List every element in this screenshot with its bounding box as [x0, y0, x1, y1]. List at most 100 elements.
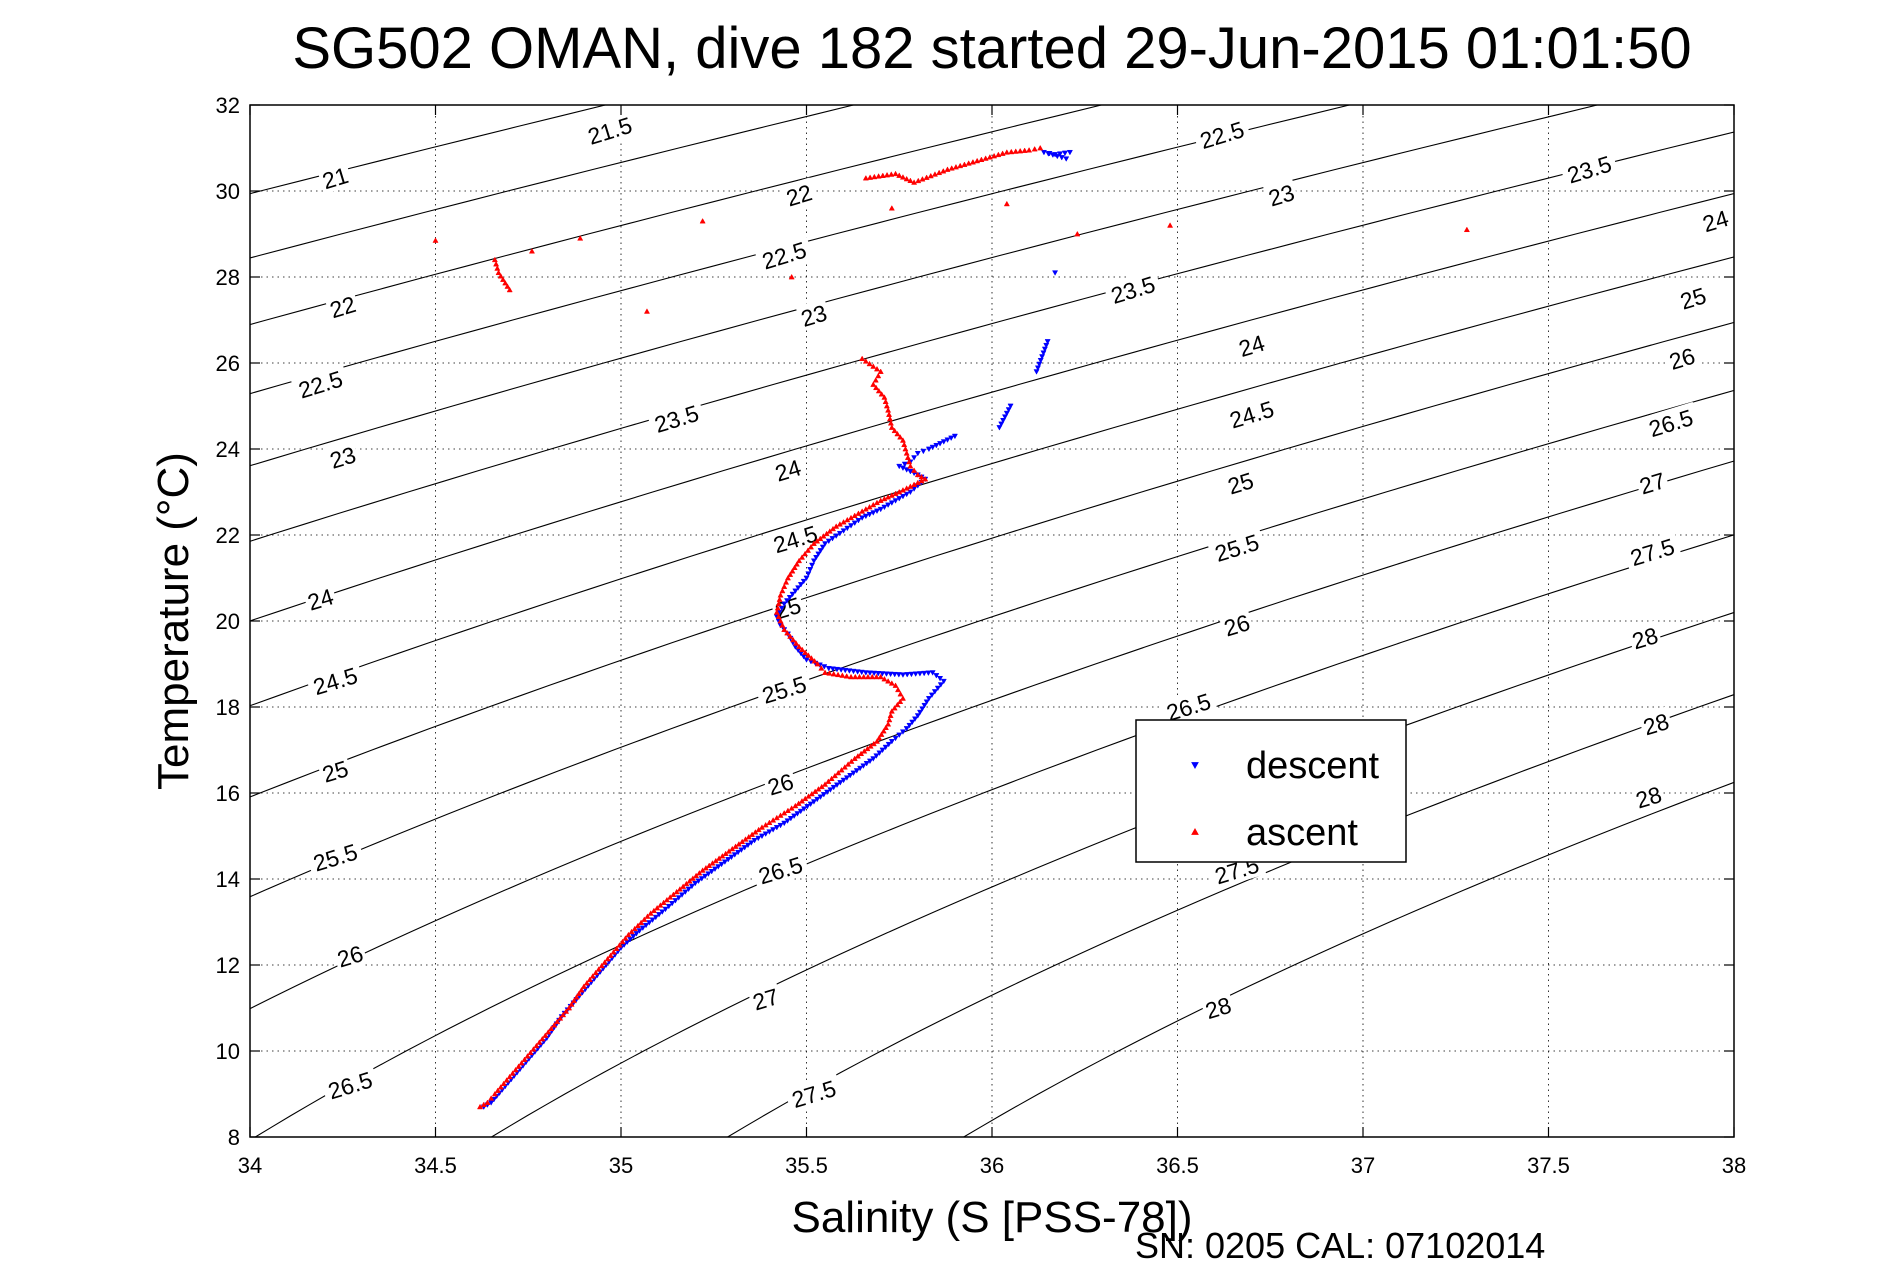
ascent-point: [858, 750, 865, 757]
isopycnal-line: [250, 389, 1734, 898]
ascent-point: [673, 888, 680, 895]
isopycnal-label: 23: [1262, 177, 1300, 211]
ascent-point: [1026, 147, 1033, 153]
x-axis: 34 34.5 35 35.5 36 36.5 37 37.5 38: [238, 105, 1746, 1178]
descent-point: [1061, 150, 1068, 157]
ascent-point: [969, 159, 976, 165]
x-axis-label: Salinity (S [PSS-78]): [791, 1193, 1192, 1242]
ascent-point: [752, 829, 759, 835]
descent-point: [911, 716, 919, 722]
ascent-point: [907, 483, 914, 489]
ascent-point: [961, 161, 968, 167]
ascent-point: [864, 745, 871, 752]
descent-point: [789, 591, 796, 598]
ascent-point: [484, 1099, 491, 1105]
descent-point: [904, 672, 911, 678]
y-tick-label: 30: [216, 179, 240, 204]
ascent-point: [494, 265, 501, 271]
isopycnal-label-bg: [1640, 401, 1701, 443]
descent-point: [1063, 156, 1070, 162]
descent-point: [825, 665, 832, 672]
ascent-point: [592, 969, 599, 976]
ascent-point: [870, 363, 877, 369]
descent-point: [899, 729, 906, 735]
isopycnal-label-bg: [747, 981, 784, 1016]
ascent-point: [773, 814, 780, 821]
ascent-point: [873, 499, 881, 506]
descent-point: [692, 880, 699, 887]
ascent-point: [667, 894, 674, 900]
ascent-point: [712, 857, 719, 864]
ascent-point: [899, 174, 906, 180]
ascent-point: [709, 860, 716, 866]
ascent-point: [888, 708, 895, 714]
ascent-point: [814, 538, 821, 544]
ascent-point: [870, 381, 877, 387]
ascent-point: [793, 640, 800, 646]
ascent-point: [918, 477, 925, 484]
descent-point: [896, 732, 903, 739]
descent-point: [643, 922, 650, 929]
isopycnal-label: 24: [769, 452, 806, 487]
isopycnal-label-bg: [754, 234, 814, 275]
descent-point: [695, 878, 702, 885]
descent-point: [866, 670, 874, 676]
isopycnal-line: [491, 611, 1734, 1137]
ascent-point: [952, 163, 959, 170]
ascent-legend-symbol: [1191, 827, 1199, 835]
ascent-point: [779, 622, 786, 628]
descent-point: [895, 672, 902, 678]
isopycnal-label-bg: [1103, 268, 1163, 310]
ascent-point: [506, 286, 513, 293]
ascent-point: [432, 237, 439, 243]
ascent-point: [866, 360, 873, 367]
y-tick-label: 32: [216, 93, 240, 118]
isopycnal-label-bg: [302, 581, 339, 616]
isopycnal-label-bg: [769, 452, 806, 487]
ascent-point: [1037, 144, 1044, 151]
descent-point: [929, 444, 936, 451]
ascent-point: [650, 907, 657, 914]
descent-point: [925, 446, 932, 453]
descent-point: [822, 541, 829, 547]
ascent-point: [622, 935, 629, 941]
ascent-point: [965, 160, 972, 166]
descent-point: [929, 670, 936, 676]
ascent-point: [670, 891, 677, 897]
ascent-point: [995, 151, 1002, 158]
ascent-point: [873, 384, 880, 391]
ascent-point: [875, 372, 882, 379]
ascent-point: [831, 772, 838, 779]
descent-point: [916, 671, 923, 677]
ascent-point: [777, 617, 784, 624]
ascent-point: [795, 800, 802, 806]
descent-point: [672, 898, 679, 904]
ascent-point: [781, 809, 788, 816]
ascent-point: [770, 817, 777, 823]
descent-point: [888, 739, 895, 745]
descent-point: [1037, 357, 1044, 364]
isopycnal-label-bg: [1218, 607, 1255, 642]
ascent-point: [876, 734, 883, 741]
ascent-point: [1003, 149, 1010, 155]
isopycnal-label: 26: [331, 938, 369, 973]
isopycnal-label: 21: [316, 160, 354, 194]
descent-point: [813, 555, 820, 561]
descent-point: [842, 667, 849, 674]
ascent-point: [885, 407, 892, 413]
ascent-point: [835, 671, 842, 678]
y-tick-label: 16: [216, 781, 240, 806]
ascent-point: [840, 518, 847, 525]
descent-point: [937, 682, 944, 688]
descent-point: [873, 753, 880, 759]
ascent-point: [860, 673, 867, 680]
ascent-point: [762, 821, 769, 828]
descent-point: [891, 671, 898, 678]
isopycnal-label-bg: [1192, 113, 1252, 155]
ascent-point: [812, 788, 819, 794]
descent-point: [810, 558, 817, 564]
ascent-point: [689, 875, 696, 881]
descent-point: [800, 578, 807, 585]
descent-point: [914, 713, 921, 719]
ascent-point: [680, 883, 687, 889]
